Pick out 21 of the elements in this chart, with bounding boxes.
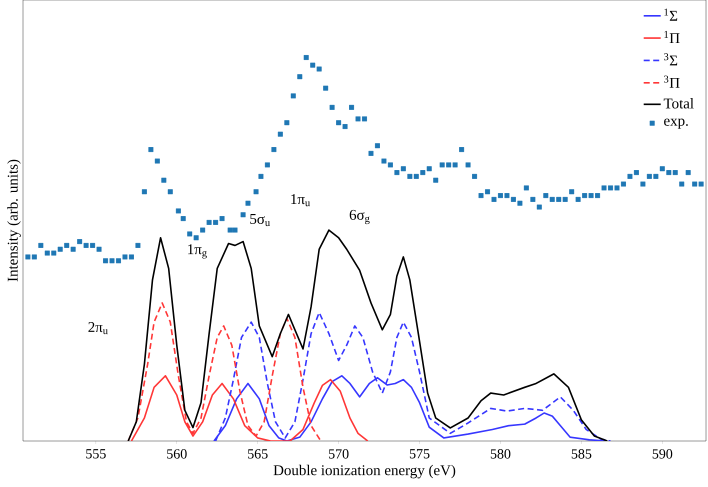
legend-label: Total bbox=[664, 98, 694, 108]
legend-label: $^{3}$Π bbox=[664, 76, 680, 88]
x-tick-label: 570 bbox=[328, 449, 349, 459]
x-tick-label: 555 bbox=[86, 449, 106, 458]
x-tick-label: 590 bbox=[652, 449, 672, 459]
annotation: 1π$_{u}$ bbox=[291, 194, 310, 206]
x-tick-label: 560 bbox=[167, 449, 187, 459]
x-tick-label: 580 bbox=[490, 449, 510, 459]
x-tick-label: 575 bbox=[410, 449, 430, 458]
annotation: 6σ$_{g}$ bbox=[350, 210, 370, 224]
x-tick-label: 565 bbox=[248, 449, 268, 459]
y-axis-title: Intensity (arb. units) bbox=[7, 160, 21, 282]
x-tick-label: 585 bbox=[572, 449, 592, 459]
legend-label: $^{1}$Π bbox=[664, 30, 680, 44]
annotation: 2π$_{u}$ bbox=[88, 322, 108, 334]
x-axis-title: Double ionization energy (eV) bbox=[274, 464, 456, 478]
annotation: 1π$_{g}$ bbox=[188, 244, 207, 258]
legend-label: $^{3}$Σ bbox=[664, 53, 678, 66]
legend-label: $^{1}$Σ bbox=[664, 8, 678, 21]
legend-label: exp. bbox=[664, 118, 688, 129]
annotation: 5σ$_{u}$ bbox=[250, 214, 270, 226]
